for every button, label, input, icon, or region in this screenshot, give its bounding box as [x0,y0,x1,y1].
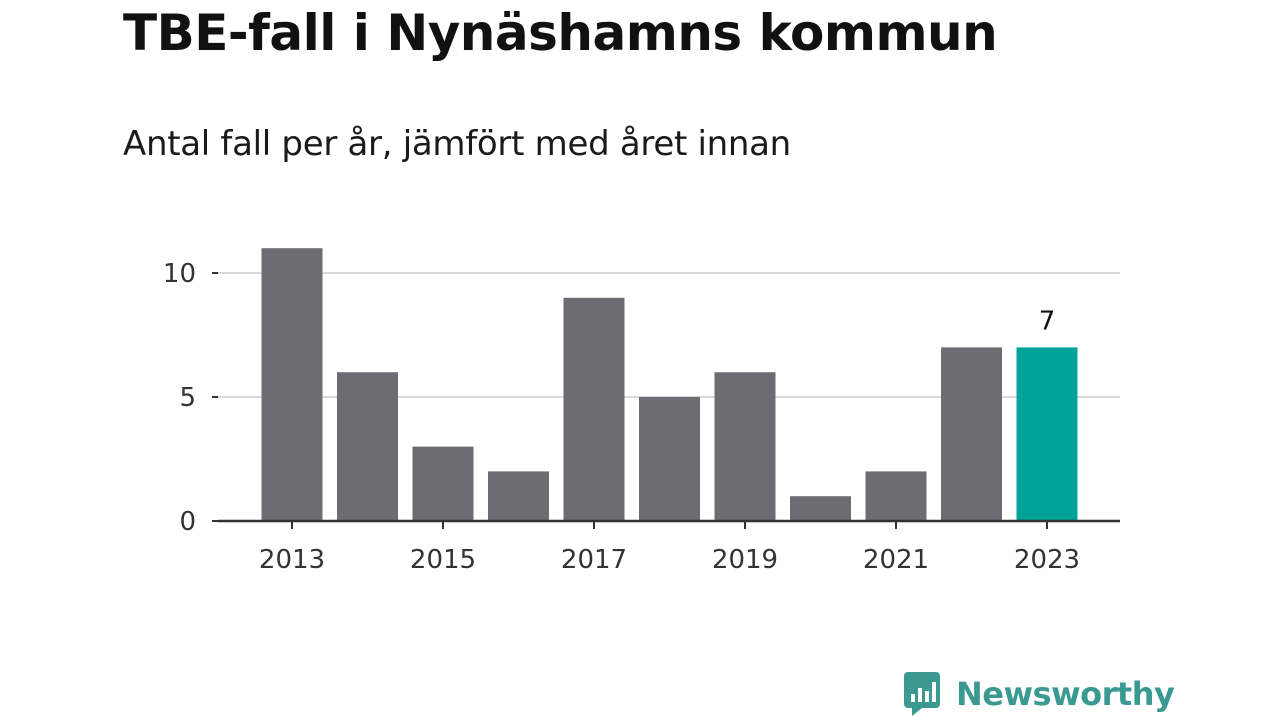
x-tick-label-2013: 2013 [259,545,325,575]
bar-2019 [714,372,776,521]
bar-2017 [563,297,625,521]
bar-2021 [865,471,927,521]
value-label-2023: 7 [1039,306,1056,336]
labels: 0 5 10 7 2013 2015 2017 2019 2021 2023 [163,259,1080,575]
y-tick-label-0: 0 [179,507,196,537]
axes [218,519,1120,529]
bar-2013 [261,248,323,521]
bar-2023 [1016,347,1078,521]
bar-2018 [639,397,700,521]
bars [261,248,1078,521]
y-tick-label-10: 10 [163,259,196,289]
bar-2020 [790,496,851,521]
x-tick-label-2021: 2021 [863,545,929,575]
bar-2016 [488,471,549,521]
newsworthy-logo: Newsworthy [902,670,1175,718]
chart-title: TBE-fall i Nynäshamns kommun [123,4,998,62]
bar-2014 [337,372,398,521]
chart-subtitle: Antal fall per år, jämfört med året inna… [123,124,791,164]
brand-name: Newsworthy [956,675,1175,713]
x-tick-label-2015: 2015 [410,545,476,575]
x-tick-label-2023: 2023 [1014,545,1080,575]
x-tick-label-2017: 2017 [561,545,627,575]
bar-2015 [412,446,474,521]
y-tick-label-5: 5 [179,383,196,413]
x-tick-label-2019: 2019 [712,545,778,575]
bar-2022 [941,347,1002,521]
newsworthy-logo-icon [904,672,940,716]
